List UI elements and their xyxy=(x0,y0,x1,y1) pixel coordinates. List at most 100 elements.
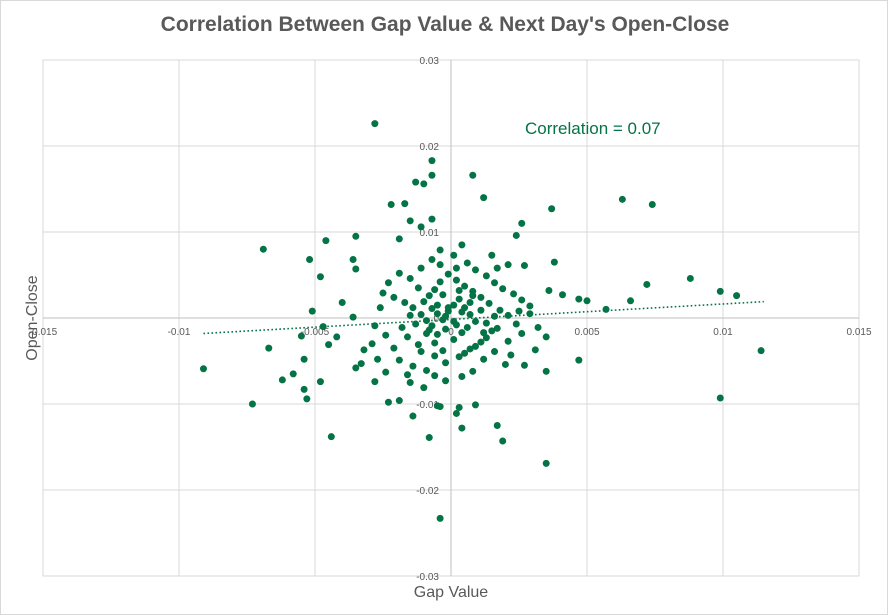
data-point xyxy=(403,333,411,341)
trendline-layer xyxy=(203,300,764,335)
data-point xyxy=(401,299,409,307)
data-point xyxy=(409,362,417,370)
data-point xyxy=(425,326,433,334)
data-point xyxy=(379,289,387,297)
data-point xyxy=(352,364,360,372)
data-point xyxy=(482,319,490,327)
data-point xyxy=(395,235,403,243)
y-tick-label: -0.02 xyxy=(416,486,439,497)
data-point xyxy=(431,286,439,294)
data-point xyxy=(308,307,316,315)
data-point xyxy=(436,514,444,522)
data-point xyxy=(417,264,425,272)
y-tick-label: -0.01 xyxy=(416,400,439,411)
data-point xyxy=(461,282,469,290)
data-point xyxy=(518,329,526,337)
data-point xyxy=(349,313,357,321)
data-point xyxy=(300,355,308,363)
data-point xyxy=(458,372,466,380)
data-point xyxy=(409,412,417,420)
data-point xyxy=(436,403,444,411)
data-point xyxy=(406,274,414,282)
data-point xyxy=(575,356,583,364)
data-point xyxy=(493,422,501,429)
data-point xyxy=(550,258,558,266)
data-point xyxy=(436,278,444,286)
data-point xyxy=(716,394,724,402)
x-tick-label: 0 xyxy=(448,327,454,338)
data-point xyxy=(352,232,360,240)
data-point xyxy=(602,305,610,313)
data-point xyxy=(458,424,466,432)
data-point xyxy=(368,340,376,348)
data-point xyxy=(374,355,382,363)
data-point xyxy=(412,178,420,186)
data-point xyxy=(428,171,436,179)
data-point xyxy=(360,346,368,354)
data-point xyxy=(384,398,392,406)
data-point xyxy=(627,297,635,305)
data-point xyxy=(417,348,425,356)
data-point xyxy=(376,304,384,312)
data-point xyxy=(417,223,425,231)
data-point xyxy=(515,307,523,315)
data-point xyxy=(395,269,403,277)
data-point xyxy=(466,311,474,319)
data-point xyxy=(382,368,390,376)
data-point xyxy=(480,355,488,363)
data-point xyxy=(471,317,479,325)
data-point xyxy=(526,302,534,310)
data-points xyxy=(199,120,765,522)
data-point xyxy=(442,377,450,385)
data-point xyxy=(433,330,441,338)
data-point xyxy=(504,311,512,319)
data-point xyxy=(499,437,507,445)
data-point xyxy=(461,349,469,357)
data-point xyxy=(442,312,450,320)
data-point xyxy=(504,261,512,269)
data-point xyxy=(442,325,450,333)
data-point xyxy=(643,280,651,288)
data-point xyxy=(471,266,479,274)
data-point xyxy=(409,304,417,312)
data-point xyxy=(417,311,425,319)
data-point xyxy=(491,312,499,320)
data-point xyxy=(265,344,273,352)
data-point xyxy=(526,310,534,318)
data-point xyxy=(499,285,507,293)
data-point xyxy=(338,299,346,307)
data-point xyxy=(316,378,324,386)
data-point xyxy=(480,329,488,337)
data-point xyxy=(686,274,694,282)
data-point xyxy=(333,333,341,341)
data-point xyxy=(493,264,501,272)
data-point xyxy=(491,279,499,287)
y-tick-label: 0.01 xyxy=(420,228,440,239)
data-point xyxy=(450,317,458,325)
data-point xyxy=(398,323,406,331)
data-point xyxy=(444,304,452,312)
data-point xyxy=(439,291,447,299)
data-point xyxy=(488,251,496,259)
y-axis-title: Open-Close xyxy=(24,275,41,360)
data-point xyxy=(504,337,512,345)
data-point xyxy=(406,311,414,319)
y-tick-label: -0.03 xyxy=(416,572,439,583)
data-point xyxy=(371,120,379,128)
data-point xyxy=(436,246,444,254)
data-point xyxy=(455,403,463,411)
data-point xyxy=(482,272,490,280)
data-point xyxy=(450,301,458,309)
data-point xyxy=(390,344,398,352)
data-point xyxy=(458,241,466,249)
data-point xyxy=(501,360,509,368)
data-point xyxy=(559,291,567,299)
data-point xyxy=(425,292,433,300)
data-point xyxy=(322,237,330,245)
data-point xyxy=(428,305,436,313)
data-point xyxy=(423,317,431,325)
data-point xyxy=(545,286,553,294)
data-point xyxy=(477,306,485,314)
data-point xyxy=(433,310,441,318)
